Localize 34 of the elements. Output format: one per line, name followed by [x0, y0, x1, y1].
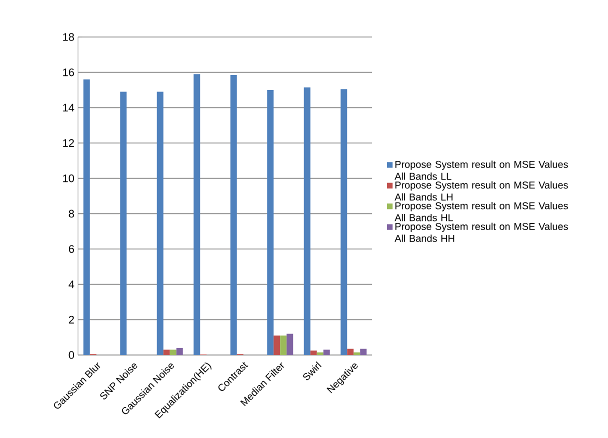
y-tick-label: 12 — [63, 139, 74, 147]
legend-label: Propose System result on MSE Values All Bands LH — [394, 181, 568, 201]
bar — [304, 87, 310, 355]
bar — [354, 352, 360, 355]
legend-label: Propose System result on MSE Values All Bands LL — [394, 160, 568, 180]
y-tick-label: 14 — [63, 104, 74, 112]
bar — [286, 334, 294, 355]
bar — [170, 350, 176, 355]
bar — [340, 89, 348, 355]
y-tick-label: 10 — [63, 174, 74, 182]
bar — [347, 348, 354, 355]
bar — [194, 74, 200, 355]
bar — [267, 90, 274, 355]
bar — [230, 74, 237, 355]
legend-label: Propose System result on MSE Values All Bands HL — [394, 202, 568, 222]
y-tick-label: 0 — [68, 351, 74, 359]
bar — [323, 350, 330, 355]
bar — [83, 79, 90, 355]
bar — [120, 92, 127, 355]
y-tick-label: 4 — [68, 280, 74, 288]
bar — [280, 336, 287, 355]
y-tick-label: 16 — [63, 68, 74, 76]
y-tick-label: 18 — [63, 33, 74, 41]
bar — [316, 352, 324, 355]
bar — [156, 92, 164, 355]
y-tick-label: 2 — [68, 316, 74, 324]
y-tick-label: 8 — [68, 210, 74, 218]
legend-label: Propose System result on MSE Values All Bands HH — [394, 222, 568, 242]
y-tick-label: 6 — [68, 245, 74, 253]
bar — [360, 348, 367, 355]
bar — [310, 350, 317, 355]
bar — [176, 348, 183, 355]
bar — [163, 350, 170, 355]
bar — [274, 336, 280, 355]
